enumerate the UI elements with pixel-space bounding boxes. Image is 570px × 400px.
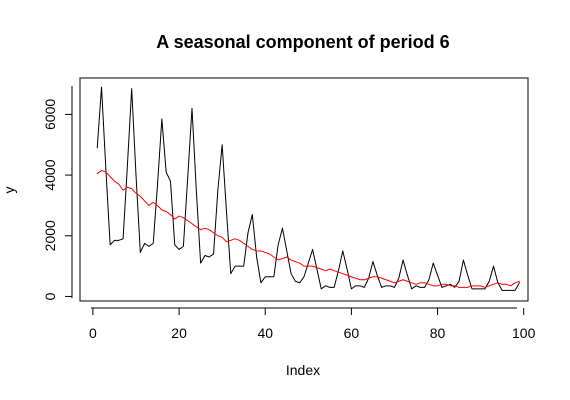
y-tick-label: 2000 [42,220,58,251]
x-axis-ticks: 0 20 40 60 80 100 [89,308,536,341]
series-layer [96,86,520,291]
x-tick-label: 40 [257,325,273,341]
y-axis-ticks: 0 2000 4000 6000 [42,99,72,300]
y-axis-label: y [1,187,17,194]
x-tick-label: 100 [512,325,536,341]
x-tick-label: 20 [171,325,187,341]
x-tick-label: 80 [430,325,446,341]
series-line-trend [96,170,520,288]
x-tick-label: 60 [344,325,360,341]
chart-title: A seasonal component of period 6 [156,32,449,52]
y-tick-label: 0 [42,292,58,300]
plot-frame [79,77,529,302]
x-axis-label: Index [286,362,320,378]
series-line-observed [96,86,520,291]
y-tick-label: 6000 [42,99,58,130]
y-tick-label: 4000 [42,159,58,190]
x-tick-label: 0 [89,325,97,341]
